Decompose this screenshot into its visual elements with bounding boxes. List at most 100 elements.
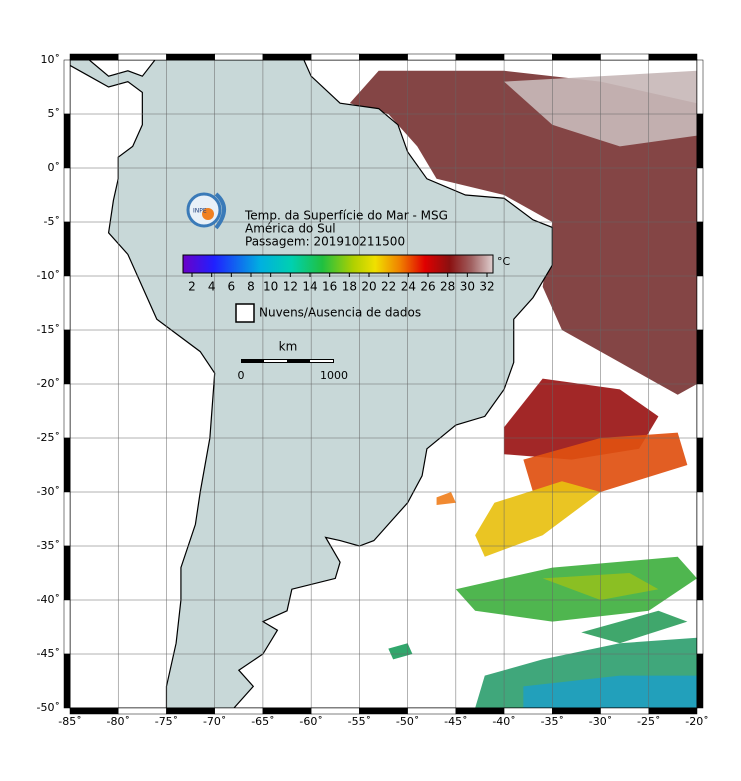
lon-tick-label: -25˚ bbox=[637, 715, 660, 728]
frame-segment bbox=[696, 653, 704, 709]
lat-tick-label: -15˚ bbox=[37, 323, 60, 336]
scale-unit: km bbox=[279, 340, 298, 354]
lat-tick-label: 5˚ bbox=[48, 107, 61, 120]
lon-tick-label: -20˚ bbox=[685, 715, 708, 728]
frame-segment bbox=[63, 653, 71, 709]
colorbar-tick-label: 28 bbox=[440, 280, 455, 294]
frame-segment bbox=[696, 545, 704, 601]
colorbar-tick-label: 20 bbox=[361, 280, 376, 294]
frame-segment bbox=[69, 707, 119, 715]
scale-label: 0 bbox=[238, 369, 245, 382]
frame-segment bbox=[600, 53, 650, 61]
colorbar-tick-label: 4 bbox=[208, 280, 216, 294]
frame-segment bbox=[648, 53, 698, 61]
frame-segment bbox=[455, 53, 505, 61]
sst-patch bbox=[523, 432, 688, 492]
sst-patch bbox=[581, 610, 688, 644]
frame-segment bbox=[166, 53, 215, 61]
frame-segment bbox=[63, 113, 71, 169]
frame-segment bbox=[407, 707, 457, 715]
colorbar-tick-label: 6 bbox=[228, 280, 236, 294]
frame-segment bbox=[310, 707, 360, 715]
colorbar-tick-label: 26 bbox=[420, 280, 435, 294]
frame-segment bbox=[262, 53, 312, 61]
svg-text:INPE: INPE bbox=[193, 208, 207, 215]
colorbar-tick-label: 10 bbox=[263, 280, 278, 294]
frame-segment bbox=[696, 437, 704, 493]
frame-segment bbox=[503, 53, 553, 61]
frame-segment bbox=[648, 707, 698, 715]
sst-patch bbox=[388, 643, 413, 660]
scale-bar bbox=[241, 359, 334, 363]
frame-segment bbox=[63, 59, 71, 115]
colorbar-tick-label: 24 bbox=[401, 280, 416, 294]
lat-tick-label: -5˚ bbox=[44, 215, 60, 228]
map-area bbox=[70, 60, 697, 708]
frame-segment bbox=[63, 491, 71, 547]
sst-patch bbox=[436, 492, 456, 505]
frame-segment bbox=[63, 437, 71, 493]
frame-segment bbox=[63, 167, 71, 223]
frame-segment bbox=[455, 707, 505, 715]
lon-tick-label: -35˚ bbox=[541, 715, 564, 728]
lat-tick-label: -45˚ bbox=[37, 647, 60, 660]
frame-segment bbox=[552, 53, 601, 61]
sst-patch bbox=[349, 70, 697, 395]
lat-tick-label: -40˚ bbox=[37, 593, 60, 606]
frame-segment bbox=[214, 53, 264, 61]
title-line: América do Sul bbox=[245, 222, 336, 236]
frame-segment bbox=[63, 545, 71, 601]
frame-segment bbox=[359, 707, 408, 715]
frame-segment bbox=[63, 275, 71, 331]
lat-tick-label: -30˚ bbox=[37, 485, 60, 498]
sst-patch bbox=[523, 675, 697, 708]
colorbar-tick-label: 16 bbox=[322, 280, 337, 294]
colorbar-tick-label: 2 bbox=[188, 280, 196, 294]
frame-segment bbox=[63, 221, 71, 277]
lat-tick-label: -20˚ bbox=[37, 377, 60, 390]
frame-segment bbox=[696, 383, 704, 439]
title-line: Passagem: 201910211500 bbox=[245, 235, 405, 249]
lon-tick-label: -70˚ bbox=[203, 715, 226, 728]
frame-segment bbox=[696, 221, 704, 277]
frame-segment bbox=[63, 329, 71, 385]
frame-segment bbox=[69, 53, 119, 61]
frame-segment bbox=[696, 275, 704, 331]
scale-label: 1000 bbox=[320, 369, 348, 382]
colorbar-tick-label: 18 bbox=[342, 280, 357, 294]
scale-bar bbox=[264, 360, 287, 362]
colorbar-tick-label: 12 bbox=[283, 280, 298, 294]
frame-segment bbox=[359, 53, 408, 61]
colorbar-tick-label: 30 bbox=[460, 280, 475, 294]
frame-segment bbox=[117, 53, 167, 61]
colorbar bbox=[182, 254, 494, 274]
frame-segment bbox=[63, 599, 71, 655]
colorbar-tick-label: 8 bbox=[247, 280, 255, 294]
frame-segment bbox=[696, 59, 704, 115]
lat-tick-label: -10˚ bbox=[37, 269, 60, 282]
colorbar-tick-label: 22 bbox=[381, 280, 396, 294]
frame-segment bbox=[696, 329, 704, 385]
frame-segment bbox=[503, 707, 553, 715]
colorbar-tick-label: 14 bbox=[302, 280, 317, 294]
frame-segment bbox=[696, 599, 704, 655]
lon-tick-label: -80˚ bbox=[106, 715, 129, 728]
lon-tick-label: -30˚ bbox=[589, 715, 612, 728]
lon-tick-label: -40˚ bbox=[492, 715, 515, 728]
lat-tick-label: 10˚ bbox=[41, 53, 61, 66]
lat-tick-label: -25˚ bbox=[37, 431, 60, 444]
colorbar-tick-label: 32 bbox=[479, 280, 494, 294]
frame-segment bbox=[696, 491, 704, 547]
sst-patch bbox=[475, 481, 601, 557]
legend-label: Nuvens/Ausencia de dados bbox=[259, 306, 421, 320]
frame-segment bbox=[696, 167, 704, 223]
frame-segment bbox=[552, 707, 601, 715]
overlay: INPE Temp. da Superfície do Mar - MSG Am… bbox=[182, 192, 511, 382]
frame-segment bbox=[117, 707, 167, 715]
lon-tick-label: -50˚ bbox=[396, 715, 419, 728]
frame-segment bbox=[262, 707, 312, 715]
scale-bar bbox=[310, 360, 333, 362]
logo: INPE bbox=[186, 192, 226, 230]
lat-tick-label: -50˚ bbox=[37, 701, 60, 714]
